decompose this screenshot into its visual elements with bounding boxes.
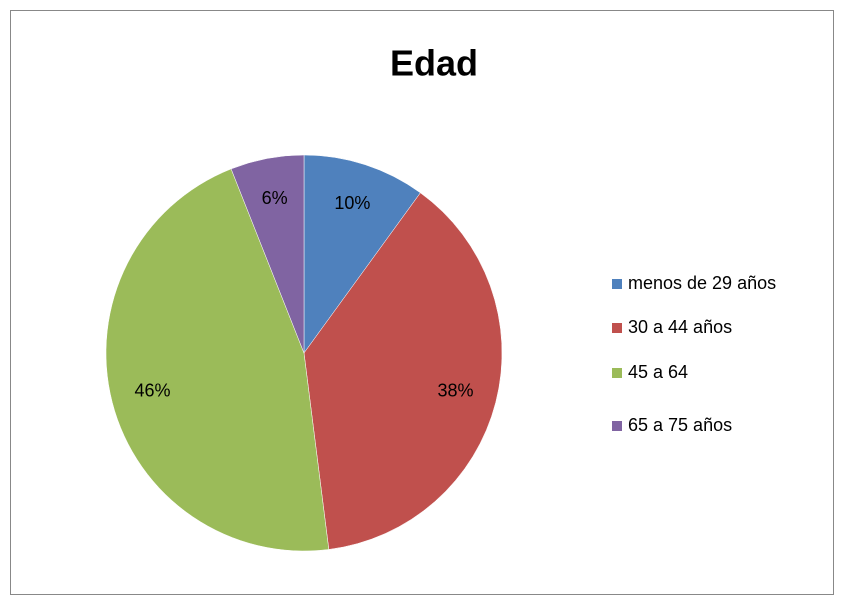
- data-label: 46%: [134, 381, 170, 401]
- legend-label: 45 a 64: [628, 362, 688, 382]
- data-label: 10%: [334, 193, 370, 213]
- pie-slice: [303, 154, 421, 354]
- legend-swatch: [612, 279, 622, 289]
- pie-slice: [105, 168, 330, 552]
- legend-label: 65 a 75 años: [628, 415, 732, 435]
- chart-title: Edad: [390, 43, 478, 84]
- pie-slice: [230, 154, 305, 354]
- data-label: 6%: [262, 188, 288, 208]
- legend-swatch: [612, 368, 622, 378]
- data-label: 38%: [437, 381, 473, 401]
- legend-swatch: [612, 421, 622, 431]
- legend-label: 30 a 44 años: [628, 317, 732, 337]
- pie-slice: [303, 192, 503, 550]
- legend-label: menos de 29 años: [628, 273, 776, 293]
- legend-swatch: [612, 323, 622, 333]
